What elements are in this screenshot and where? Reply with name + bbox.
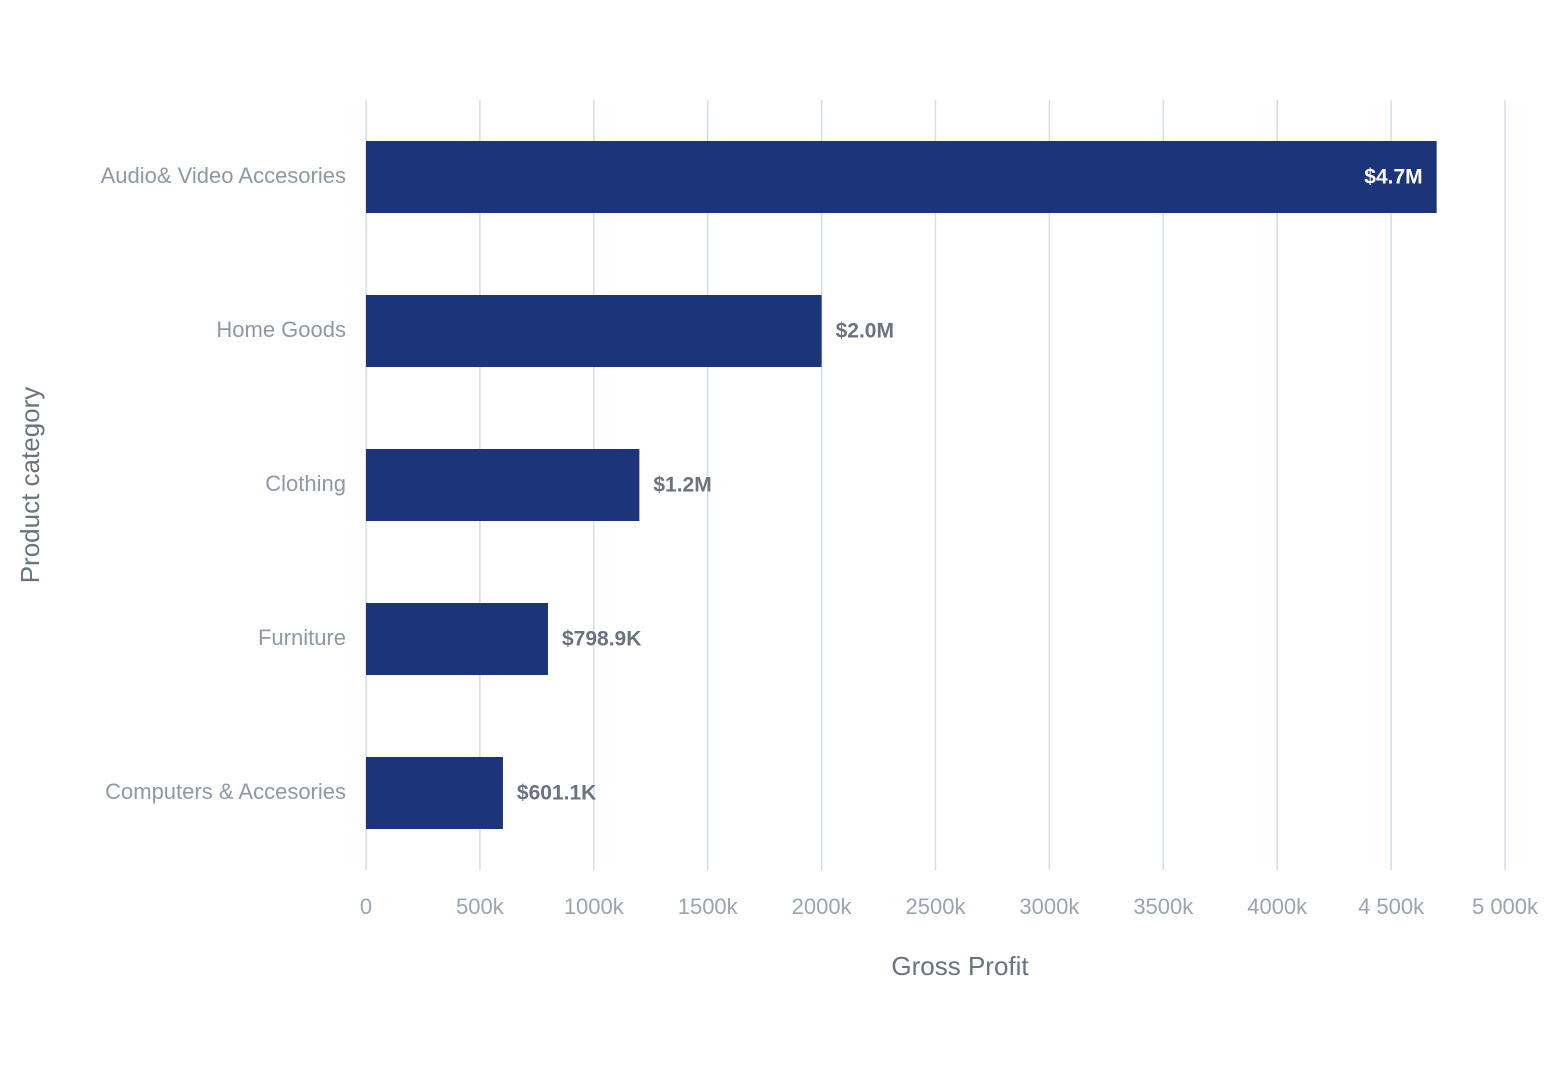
x-tick-label: 500k bbox=[456, 894, 505, 919]
x-tick-label: 0 bbox=[360, 894, 372, 919]
bar bbox=[366, 603, 548, 675]
bar bbox=[366, 449, 640, 521]
value-label: $601.1K bbox=[517, 782, 596, 805]
value-label: $2.0M bbox=[836, 320, 894, 343]
bar bbox=[366, 295, 822, 367]
x-tick-label: 2500k bbox=[906, 894, 967, 919]
x-tick-label: 5 000k bbox=[1472, 894, 1539, 919]
y-tick-label: Clothing bbox=[265, 471, 346, 496]
x-axis-title: Gross Profit bbox=[891, 951, 1029, 981]
bar bbox=[366, 141, 1437, 213]
x-tick-label: 2000k bbox=[792, 894, 853, 919]
value-label: $1.2M bbox=[653, 474, 711, 497]
value-label: $4.7M bbox=[1364, 166, 1422, 189]
x-tick-label: 3000k bbox=[1019, 894, 1080, 919]
y-tick-label: Computers & Accesories bbox=[105, 779, 346, 804]
x-tick-label: 4000k bbox=[1247, 894, 1308, 919]
y-tick-label: Home Goods bbox=[216, 317, 346, 342]
x-tick-label: 1500k bbox=[678, 894, 739, 919]
x-tick-label: 4 500k bbox=[1358, 894, 1425, 919]
y-tick-label: Furniture bbox=[258, 625, 346, 650]
bar bbox=[366, 757, 503, 829]
x-tick-label: 3500k bbox=[1133, 894, 1194, 919]
value-label: $798.9K bbox=[562, 628, 641, 651]
y-tick-label: Audio& Video Accesories bbox=[101, 163, 346, 188]
x-tick-label: 1000k bbox=[564, 894, 625, 919]
y-axis-title: Product category bbox=[15, 387, 45, 584]
